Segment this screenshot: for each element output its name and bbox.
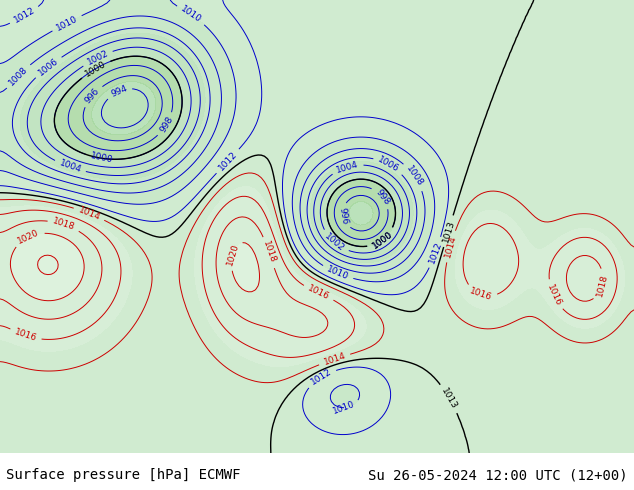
Text: 1016: 1016 [13, 328, 38, 343]
Text: 1006: 1006 [377, 155, 401, 174]
Text: 1020: 1020 [225, 242, 240, 267]
Text: 1012: 1012 [427, 240, 444, 265]
Text: 1012: 1012 [217, 150, 239, 172]
Text: 1006: 1006 [36, 56, 60, 77]
Text: 1010: 1010 [55, 14, 79, 32]
Text: 996: 996 [337, 207, 349, 225]
Text: Surface pressure [hPa] ECMWF: Surface pressure [hPa] ECMWF [6, 468, 241, 482]
Text: 1000: 1000 [370, 230, 394, 250]
Text: 1004: 1004 [335, 159, 359, 174]
Text: 1002: 1002 [323, 232, 346, 253]
Text: 1016: 1016 [545, 283, 562, 307]
Text: 1002: 1002 [86, 49, 110, 67]
Text: 994: 994 [109, 84, 129, 99]
Text: 1020: 1020 [16, 228, 41, 245]
Text: 1000: 1000 [370, 230, 394, 250]
Text: 998: 998 [373, 187, 391, 206]
Text: 1010: 1010 [325, 265, 350, 282]
Text: 1008: 1008 [7, 65, 29, 87]
Text: 1004: 1004 [58, 159, 82, 175]
Text: 1000: 1000 [90, 151, 114, 165]
Text: 1018: 1018 [595, 272, 609, 297]
Text: 1012: 1012 [12, 5, 36, 25]
Text: 1013: 1013 [441, 219, 456, 244]
Text: 1010: 1010 [179, 4, 204, 25]
Text: 1000: 1000 [84, 59, 108, 78]
Text: 1014: 1014 [77, 205, 101, 222]
Text: 1016: 1016 [306, 284, 331, 302]
Text: 1016: 1016 [469, 287, 493, 303]
Text: 1013: 1013 [439, 386, 459, 411]
Text: 1012: 1012 [309, 368, 333, 387]
Text: 1018: 1018 [261, 240, 277, 265]
Text: Su 26-05-2024 12:00 UTC (12+00): Su 26-05-2024 12:00 UTC (12+00) [368, 468, 628, 482]
Text: 998: 998 [158, 115, 174, 134]
Text: 1014: 1014 [443, 234, 458, 259]
Text: 1018: 1018 [51, 217, 76, 232]
Text: 1008: 1008 [404, 165, 425, 189]
Text: 996: 996 [83, 86, 101, 105]
Text: 1014: 1014 [322, 351, 347, 367]
Text: 1010: 1010 [332, 399, 356, 416]
